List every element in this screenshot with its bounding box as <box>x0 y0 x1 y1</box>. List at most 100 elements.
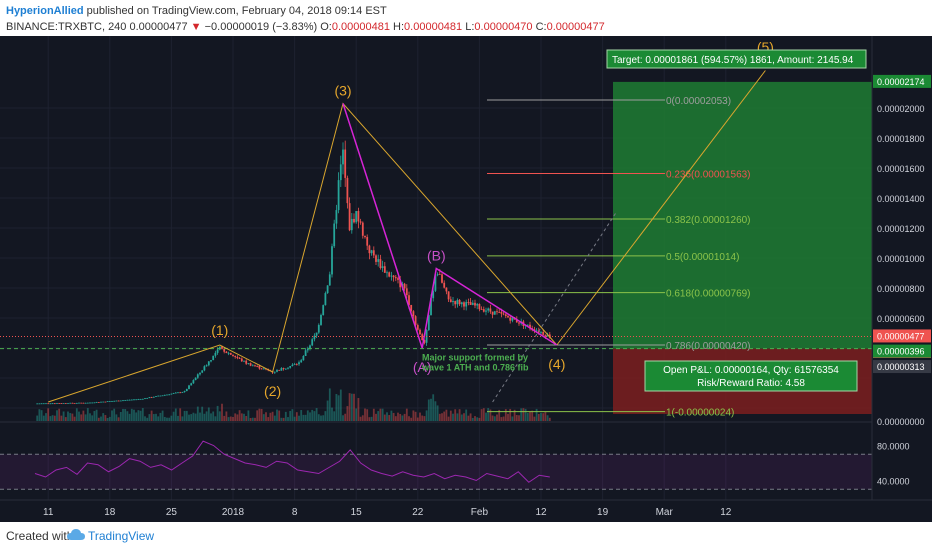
price-axis-tick: 0.00001000 <box>877 254 925 264</box>
candle-body <box>86 402 89 404</box>
volume-bar <box>287 417 289 421</box>
volume-bar <box>489 409 492 421</box>
volume-bar <box>392 412 395 421</box>
candle-body <box>518 322 520 324</box>
volume-bar <box>476 417 479 421</box>
candle-body <box>423 340 426 343</box>
candle-body <box>256 366 259 367</box>
volume-bar <box>309 412 311 421</box>
last-price-label-bg <box>873 329 931 343</box>
volume-bar <box>227 417 230 421</box>
candle-body <box>460 302 463 305</box>
drawing-lines[interactable] <box>0 70 872 403</box>
volume-bar <box>89 413 91 421</box>
volume-bar <box>372 408 375 421</box>
volume-bar <box>225 411 228 421</box>
candle-body <box>509 317 512 321</box>
volume-bar <box>100 416 102 421</box>
volume-bar <box>500 417 503 421</box>
candle-body <box>144 398 146 399</box>
candle-body <box>243 360 245 362</box>
volume-bar <box>317 414 320 421</box>
chart-canvas[interactable]: 0(0.00002053) 0.236(0.00001563) 0.382(0.00… <box>0 36 932 522</box>
candle-body <box>188 385 190 390</box>
volume-bar <box>115 414 118 421</box>
volume-bar <box>394 416 397 421</box>
candle-body <box>482 309 485 312</box>
pnl-box-line1: Open P&L: 0.00000164, Qty: 61576354 <box>663 365 839 376</box>
volume-bar <box>58 408 61 421</box>
candle-body <box>502 313 505 315</box>
volume-bar <box>353 393 355 421</box>
time-axis[interactable] <box>0 500 932 522</box>
candle-body <box>333 223 336 247</box>
volume-bar <box>460 414 463 421</box>
candle-body <box>69 402 72 404</box>
volume-bar <box>320 415 322 421</box>
tradingview-cloud-icon <box>67 529 85 540</box>
candle-body <box>392 275 395 278</box>
volume-bar <box>243 413 245 421</box>
volume-bar <box>183 410 186 421</box>
volume-bar <box>295 412 298 421</box>
volume-bar <box>498 409 501 421</box>
pnl-box-line2: Risk/Reward Ratio: 4.58 <box>697 378 805 389</box>
candle-body <box>361 222 364 236</box>
price-axis[interactable] <box>872 36 932 522</box>
candle-body <box>287 367 289 369</box>
candle-body <box>64 403 67 404</box>
volume-bar <box>502 416 505 421</box>
candle-body <box>174 392 177 394</box>
candle-body <box>410 304 413 312</box>
candle-body <box>346 177 349 204</box>
rsi-line <box>34 440 550 483</box>
candle-body <box>344 149 347 178</box>
volume-bar <box>152 414 155 421</box>
candle-body <box>139 398 142 400</box>
fib-level-label: 0.236(0.00001563) <box>666 170 751 181</box>
volume-bar <box>238 410 241 421</box>
candle-body <box>148 397 151 399</box>
volume-bar <box>331 407 333 421</box>
author-link[interactable]: HyperionAllied <box>6 5 84 17</box>
candle-body <box>170 393 173 395</box>
candle-body <box>491 311 494 315</box>
volume-bar <box>56 410 58 421</box>
candle-body <box>366 237 369 246</box>
entry-price-label: 0.00000396 <box>877 347 925 357</box>
volume-bar <box>190 414 193 421</box>
volume-bar <box>51 415 54 421</box>
volume-bar <box>306 410 309 421</box>
header: HyperionAllied published on TradingView.… <box>0 0 932 36</box>
candle-body <box>236 357 239 358</box>
volume-bar <box>278 410 281 421</box>
pnl-box <box>644 360 858 392</box>
volume-bar <box>232 416 234 421</box>
candle-body <box>454 301 457 305</box>
candle-body <box>218 346 221 350</box>
candle-body <box>298 362 300 365</box>
candle-body <box>394 277 397 279</box>
candle-body <box>126 399 129 401</box>
candle-body <box>441 274 443 283</box>
candle-body <box>445 287 448 292</box>
candle-body <box>232 354 234 357</box>
rsi-pane <box>0 440 872 490</box>
volume-bar <box>507 413 509 421</box>
candle-body <box>493 311 496 315</box>
volume-bar <box>425 410 428 421</box>
wave-label: (1) <box>211 322 228 338</box>
candle-body <box>289 366 292 368</box>
tradingview-link[interactable]: TradingView <box>88 529 155 543</box>
volume-bar <box>388 415 391 421</box>
time-axis-tick: Feb <box>471 507 489 518</box>
footer: Created with TradingView <box>0 522 932 550</box>
candle-body <box>58 403 61 404</box>
volume-bar <box>357 398 360 421</box>
fib-retracement[interactable]: 0(0.00002053) 0.236(0.00001563) 0.382(0.00… <box>487 96 751 419</box>
volume-bar <box>155 413 157 421</box>
volume-bar <box>159 412 162 421</box>
volume-bar <box>524 408 527 421</box>
volume-bar <box>478 417 481 421</box>
volume-bar <box>86 408 89 421</box>
